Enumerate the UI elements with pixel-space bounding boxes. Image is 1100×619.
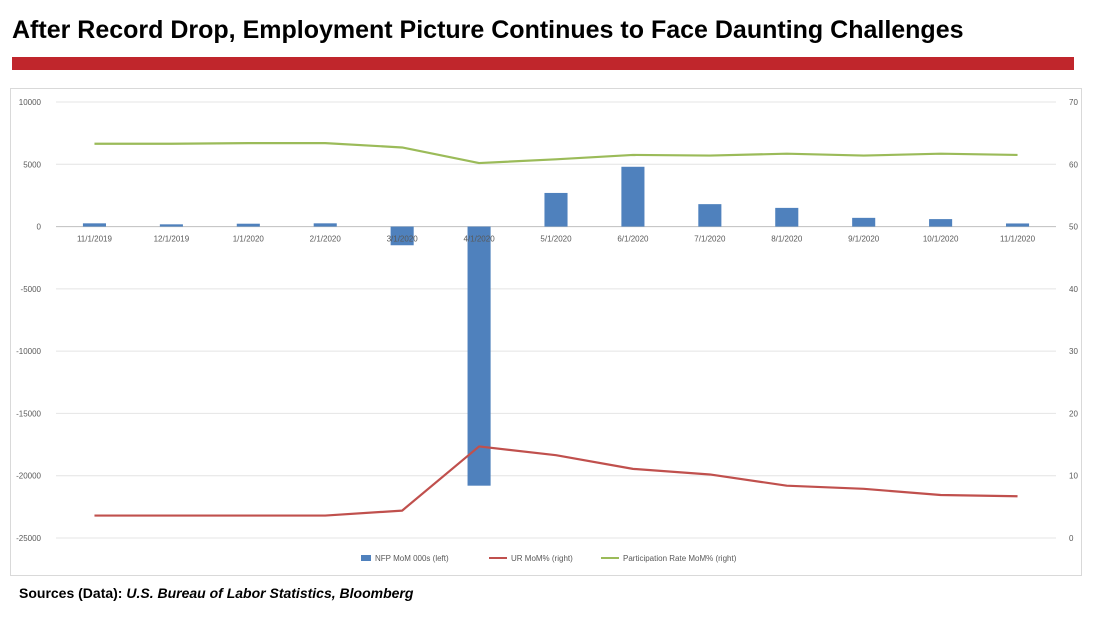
bar-9/1/2020 (852, 217, 876, 227)
chart-svg: 10000 5000 0 -5000 -10000 -15000 -20000 -25000 7… (16, 98, 1078, 563)
x-tick-label: 12/1/2019 (154, 235, 190, 244)
y-right-tick-label: 20 (1069, 409, 1078, 418)
bar-6/1/2020 (621, 166, 645, 227)
y-right-tick-label: 30 (1069, 347, 1078, 356)
y-left-tick-label: -20000 (16, 472, 41, 481)
series-line (94, 445, 1018, 517)
bar-1/1/2020 (236, 223, 260, 227)
source-text: U.S. Bureau of Labor Statistics, Bloombe… (126, 585, 414, 601)
y-right-tick-label: 0 (1069, 534, 1074, 543)
bar-11/1/2019 (82, 223, 106, 227)
y-right-tick-label: 10 (1069, 472, 1078, 481)
x-tick-label: 7/1/2020 (694, 235, 726, 244)
y-left-tick-label: -5000 (21, 285, 42, 294)
x-tick-label: 11/1/2020 (1000, 235, 1036, 244)
x-tick-label: 2/1/2020 (310, 235, 342, 244)
x-tick-label: 9/1/2020 (848, 235, 880, 244)
bar-7/1/2020 (698, 204, 722, 227)
x-tick-label: 5/1/2020 (540, 235, 572, 244)
source-label: Sources (Data): (19, 585, 123, 601)
y-right-tick-label: 40 (1069, 285, 1078, 294)
y-right-tick-label: 60 (1069, 160, 1078, 169)
y-right-tick-label: 70 (1069, 98, 1078, 107)
accent-bar (12, 57, 1074, 70)
x-tick-label: 8/1/2020 (771, 235, 803, 244)
bar-8/1/2020 (775, 207, 799, 227)
y-left-tick-label: -15000 (16, 409, 41, 418)
bar-5/1/2020 (544, 192, 568, 227)
bar-12/1/2019 (159, 224, 183, 227)
x-tick-label: 3/1/2020 (387, 235, 419, 244)
y-left-tick-label: 10000 (19, 98, 42, 107)
y-left-tick-label: -25000 (16, 534, 41, 543)
y-left-tick-label: -10000 (16, 347, 41, 356)
x-tick-label: 4/1/2020 (464, 235, 496, 244)
x-tick-label: 6/1/2020 (617, 235, 649, 244)
bar-3/1/2020 (390, 226, 414, 246)
legend-label: NFP MoM 000s (left) (375, 554, 449, 563)
x-tick-label: 1/1/2020 (233, 235, 265, 244)
series-line (94, 142, 1018, 165)
legend-swatch (361, 555, 371, 561)
y-left-tick-label: 5000 (23, 160, 41, 169)
source-line: Sources (Data): U.S. Bureau of Labor Sta… (19, 585, 413, 601)
bar-11/1/2020 (1006, 223, 1030, 227)
chart-container: 10000 5000 0 -5000 -10000 -15000 -20000 -25000 7… (10, 88, 1082, 576)
x-tick-label: 10/1/2020 (923, 235, 959, 244)
bar-4/1/2020 (467, 226, 491, 486)
page-title: After Record Drop, Employment Picture Co… (12, 16, 964, 44)
bar-2/1/2020 (313, 223, 337, 227)
legend-label: Participation Rate MoM% (right) (623, 554, 737, 563)
bar-10/1/2020 (929, 219, 953, 227)
legend-label: UR MoM% (right) (511, 554, 573, 563)
y-right-tick-label: 50 (1069, 223, 1078, 232)
x-tick-label: 11/1/2019 (77, 235, 113, 244)
y-left-tick-label: 0 (37, 223, 42, 232)
